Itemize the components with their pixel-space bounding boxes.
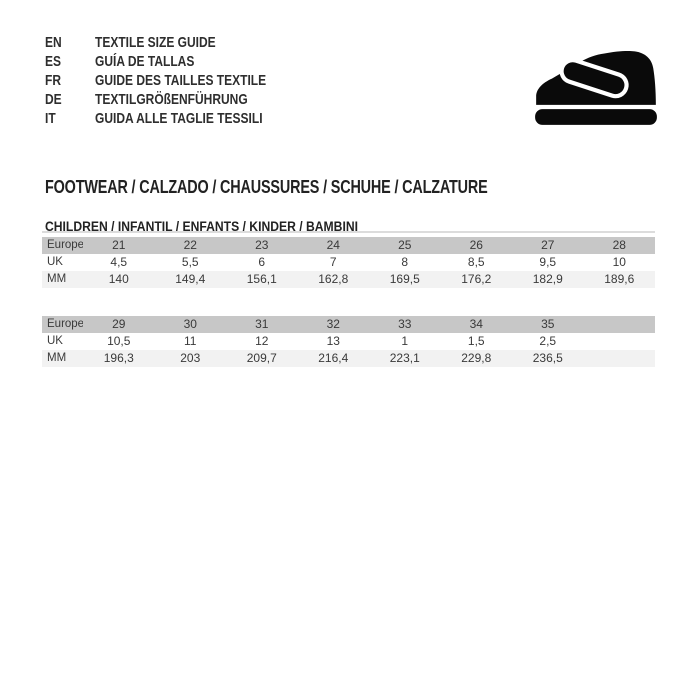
size-cell: 12 <box>255 334 269 348</box>
size-cell: 25 <box>398 238 412 252</box>
table-row-europe: Europe 29 30 31 32 33 34 35 <box>42 316 655 333</box>
language-code: DE <box>45 91 62 108</box>
language-label: GUIDE DES TAILLES TEXTILE <box>95 72 267 89</box>
size-cell <box>584 350 656 367</box>
row-label: Europe <box>47 318 83 330</box>
size-cell: 2,5 <box>539 334 557 348</box>
size-cell: 169,5 <box>389 272 420 286</box>
size-cell: 189,6 <box>604 272 635 286</box>
language-list: EN TEXTILE SIZE GUIDE ES GUÍA DE TALLAS … <box>45 33 309 128</box>
size-cell: 7 <box>329 255 337 269</box>
language-label: GUÍA DE TALLAS <box>95 53 195 70</box>
size-cell: 27 <box>541 238 555 252</box>
size-cell: 24 <box>326 238 340 252</box>
size-table-children-1: Europe 21 22 23 24 25 26 27 28 UK 4,5 5,… <box>42 237 655 288</box>
row-label: MM <box>47 273 67 285</box>
size-cell: 149,4 <box>175 272 206 286</box>
table-row-mm: MM 196,3 203 209,7 216,4 223,1 229,8 236… <box>42 350 655 367</box>
language-label: TEXTILE SIZE GUIDE <box>95 34 216 51</box>
size-cell: 1,5 <box>467 334 485 348</box>
size-cell: 33 <box>398 317 412 331</box>
row-label: UK <box>47 256 63 268</box>
size-cell: 203 <box>180 351 201 365</box>
row-label: Europe <box>47 239 83 251</box>
size-table-children-2: Europe 29 30 31 32 33 34 35 UK 10,5 11 1… <box>42 316 655 367</box>
size-cell: 9,5 <box>539 255 557 269</box>
language-row-it: IT GUIDA ALLE TAGLIE TESSILI <box>45 109 309 128</box>
size-cell: 176,2 <box>461 272 492 286</box>
section-title-footwear: FOOTWEAR / CALZADO / CHAUSSURES / SCHUHE… <box>45 177 488 197</box>
size-cell: 13 <box>326 334 340 348</box>
size-cell: 162,8 <box>318 272 349 286</box>
size-cell: 196,3 <box>103 351 134 365</box>
language-code: IT <box>45 110 56 127</box>
size-cell: 34 <box>469 317 483 331</box>
table-row-uk: UK 10,5 11 12 13 1 1,5 2,5 <box>42 333 655 350</box>
table-row-mm: MM 140 149,4 156,1 162,8 169,5 176,2 182… <box>42 271 655 288</box>
table-row-uk: UK 4,5 5,5 6 7 8 8,5 9,5 10 <box>42 254 655 271</box>
size-cell: 31 <box>255 317 269 331</box>
size-cell: 4,5 <box>110 255 128 269</box>
size-cell: 8 <box>401 255 409 269</box>
size-cell: 216,4 <box>318 351 349 365</box>
language-row-fr: FR GUIDE DES TAILLES TEXTILE <box>45 71 309 90</box>
size-cell <box>584 316 656 333</box>
size-cell: 5,5 <box>181 255 199 269</box>
language-row-es: ES GUÍA DE TALLAS <box>45 52 309 71</box>
children-shoe-icon <box>533 45 659 127</box>
divider <box>42 231 655 233</box>
size-cell: 182,9 <box>532 272 563 286</box>
size-cell: 11 <box>184 334 197 348</box>
subsection-title-children: CHILDREN / INFANTIL / ENFANTS / KINDER /… <box>45 219 358 234</box>
size-cell: 10 <box>612 255 626 269</box>
size-cell: 10,5 <box>107 334 131 348</box>
size-cell: 26 <box>469 238 483 252</box>
language-code: ES <box>45 53 62 70</box>
language-label: GUIDA ALLE TAGLIE TESSILI <box>95 110 263 127</box>
language-row-en: EN TEXTILE SIZE GUIDE <box>45 33 309 52</box>
size-cell: 209,7 <box>246 351 277 365</box>
language-label: TEXTILGRÖßENFÜHRUNG <box>95 91 248 108</box>
size-cell: 23 <box>255 238 269 252</box>
size-cell: 22 <box>183 238 197 252</box>
size-cell: 8,5 <box>467 255 485 269</box>
table-row-europe: Europe 21 22 23 24 25 26 27 28 <box>42 237 655 254</box>
size-cell: 223,1 <box>389 351 420 365</box>
size-cell: 6 <box>258 255 266 269</box>
row-label: MM <box>47 352 67 364</box>
size-cell: 229,8 <box>461 351 492 365</box>
size-cell: 29 <box>112 317 126 331</box>
size-cell: 156,1 <box>246 272 277 286</box>
row-label: UK <box>47 335 63 347</box>
size-cell: 28 <box>612 238 626 252</box>
size-cell: 236,5 <box>532 351 563 365</box>
language-code: EN <box>45 34 62 51</box>
size-cell: 30 <box>183 317 197 331</box>
language-row-de: DE TEXTILGRÖßENFÜHRUNG <box>45 90 309 109</box>
size-cell: 35 <box>541 317 555 331</box>
size-cell <box>584 333 656 350</box>
language-code: FR <box>45 72 61 89</box>
size-cell: 140 <box>108 272 129 286</box>
size-cell: 21 <box>112 238 126 252</box>
size-cell: 1 <box>401 334 409 348</box>
size-cell: 32 <box>326 317 340 331</box>
